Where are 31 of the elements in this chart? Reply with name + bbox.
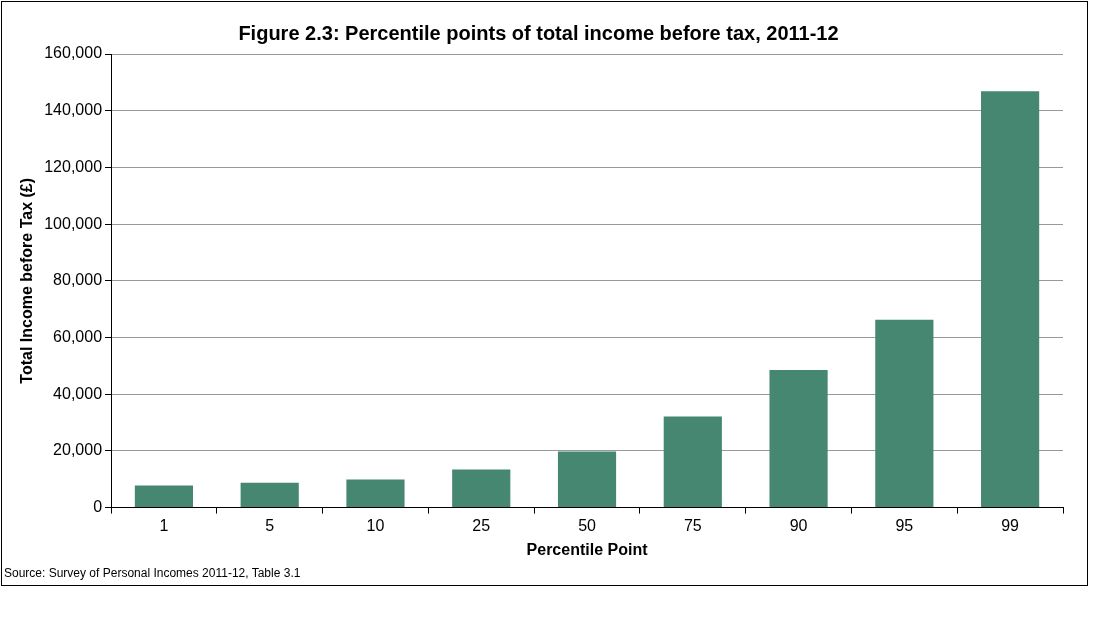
x-tick-label: 50: [578, 516, 597, 534]
bar: [452, 469, 511, 508]
y-tick-label: 80,000: [53, 271, 103, 289]
bar: [981, 91, 1040, 508]
y-axis-title: Total Income before Tax (£): [18, 177, 36, 384]
chart-title: Figure 2.3: Percentile points of total income before tax, 2011-12: [238, 21, 839, 44]
bar: [240, 482, 299, 508]
y-tick-label: 60,000: [53, 327, 103, 345]
x-tick-label: 75: [683, 516, 702, 534]
x-tick-label: 99: [1001, 516, 1020, 534]
x-tick-label: 10: [366, 516, 385, 534]
source-note: Source: Survey of Personal Incomes 2011-12, Table 3.1: [4, 566, 301, 580]
x-tick-label: 25: [472, 516, 491, 534]
x-tick-label: 90: [789, 516, 808, 534]
y-tick-label: 0: [93, 498, 103, 516]
bar: [663, 416, 722, 508]
bar: [769, 370, 828, 508]
x-tick-label: 1: [159, 516, 169, 534]
y-tick-label: 100,000: [44, 214, 103, 232]
y-tick-label: 140,000: [44, 101, 103, 119]
bar: [134, 485, 194, 508]
x-axis-title: Percentile Point: [526, 540, 649, 558]
y-tick-label: 120,000: [44, 157, 103, 175]
x-tick-label: 95: [895, 516, 914, 534]
x-tick-label: 5: [265, 516, 275, 534]
bar: [346, 479, 405, 508]
bar: [557, 451, 617, 508]
y-tick-label: 20,000: [53, 441, 103, 459]
y-tick-label: 160,000: [44, 44, 103, 62]
y-tick-label: 40,000: [53, 384, 103, 402]
bar: [875, 319, 934, 508]
